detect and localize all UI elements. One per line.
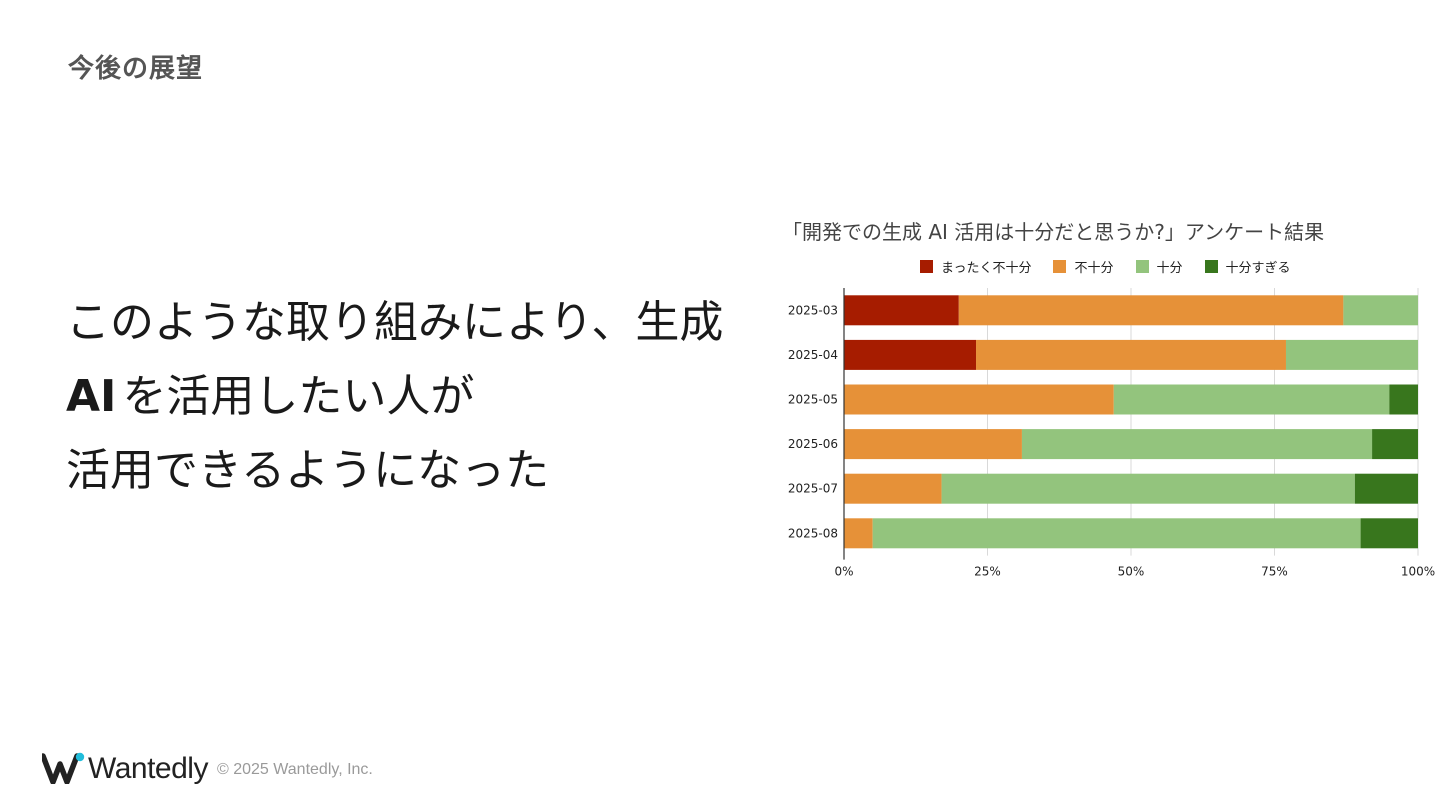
legend-label: 不十分 xyxy=(1074,260,1114,276)
legend-swatch xyxy=(1053,259,1067,273)
chart-title: 「開発での生成 AI 活用は十分だと思うか?」アンケート結果 xyxy=(782,220,1325,244)
bar-segment xyxy=(1360,518,1418,549)
legend-swatch xyxy=(1204,259,1218,273)
bar-segment xyxy=(976,339,1286,370)
section-title: 今後の展望 xyxy=(68,54,204,84)
legend-label: 十分 xyxy=(1156,260,1183,276)
headline: このような取り組みにより、生成 AI を活用したい人が 活用できるようになった xyxy=(66,286,726,508)
legend-swatch xyxy=(1135,259,1149,273)
headline-line-2: AI を活用したい人が xyxy=(66,360,726,434)
legend-item: まったく不十分 xyxy=(920,257,1031,276)
bar-segment xyxy=(1354,473,1418,504)
bar-segment xyxy=(844,429,1022,460)
x-tick-label: 0% xyxy=(834,565,853,579)
headline-ai: AI xyxy=(66,371,117,422)
y-tick-label: 2025-04 xyxy=(788,348,838,362)
bar-segment xyxy=(844,518,873,549)
bar-segment xyxy=(1343,295,1418,326)
copyright: © 2025 Wantedly, Inc. xyxy=(217,761,373,778)
x-tick-label: 25% xyxy=(974,565,1001,579)
x-tick-label: 75% xyxy=(1261,565,1288,579)
stacked-bar-chart: 0% 25% 50% 75% 100% 2025-03 2025-04 2025-05 2025… xyxy=(788,288,1435,579)
bar-segment xyxy=(1285,339,1418,370)
y-tick-label: 2025-08 xyxy=(788,526,838,540)
y-tick-label: 2025-05 xyxy=(788,393,838,407)
legend-item: 不十分 xyxy=(1053,257,1114,276)
legend-swatch xyxy=(920,259,933,273)
bar-segment xyxy=(958,295,1344,326)
bar-segment xyxy=(1389,384,1418,415)
legend-label: 十分すぎる xyxy=(1225,260,1291,276)
y-tick-label: 2025-03 xyxy=(788,303,838,317)
legend-item: 十分 xyxy=(1135,257,1183,276)
bar-segment xyxy=(844,295,959,326)
bar-segment xyxy=(1113,384,1390,415)
wantedly-logo-icon xyxy=(42,752,85,784)
bar-segment xyxy=(872,518,1361,549)
bar-segment xyxy=(844,339,977,370)
legend-label: まったく不十分 xyxy=(941,260,1032,276)
bar-segment xyxy=(941,473,1355,504)
x-tick-label: 100% xyxy=(1401,565,1435,579)
bar-segment xyxy=(1372,429,1418,460)
y-tick-label: 2025-07 xyxy=(788,482,838,496)
headline-line-2-rest: を活用したい人が xyxy=(122,371,475,422)
brand-name: Wantedly xyxy=(88,752,208,785)
x-tick-label: 50% xyxy=(1118,565,1145,579)
headline-line-3: 活用できるようになった xyxy=(66,445,550,496)
legend-item: 十分すぎる xyxy=(1204,257,1291,276)
y-tick-label: 2025-06 xyxy=(788,437,838,451)
bar-segment xyxy=(844,473,942,504)
headline-line-1: このような取り組みにより、生成 xyxy=(66,297,724,348)
bar-segment xyxy=(1021,429,1373,460)
bar-segment xyxy=(844,384,1114,415)
chart-legend: まったく不十分 不十分 十分 十分すぎる xyxy=(920,256,1313,276)
